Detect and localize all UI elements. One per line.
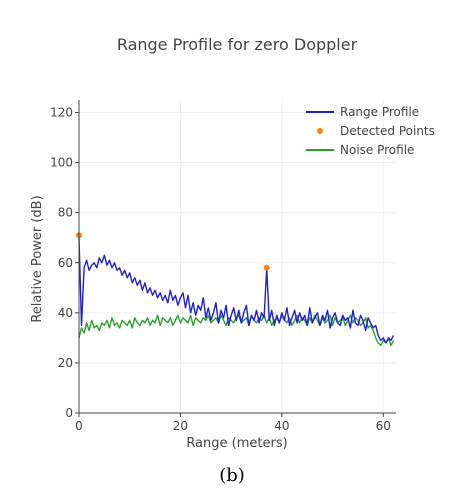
y-tick-label: 80 (58, 206, 73, 220)
legend-label: Noise Profile (340, 143, 414, 157)
y-axis-label: Relative Power (dB) (30, 195, 45, 322)
chart-title: Range Profile for zero Doppler (117, 35, 358, 54)
x-axis-label: Range (meters) (186, 436, 287, 451)
figure-caption: (b) (219, 465, 245, 486)
x-tick-label: 40 (274, 419, 289, 433)
legend-label: Range Profile (340, 105, 419, 119)
axes: 0 20 40 60 0 20 40 60 80 100 120 (50, 100, 396, 433)
range-profile-line (78, 237, 395, 344)
legend: Range Profile Detected Points Noise Profil… (306, 105, 435, 157)
y-tick-label: 100 (50, 156, 73, 170)
legend-label: Detected Points (340, 124, 435, 138)
y-tick-label: 40 (58, 306, 73, 320)
detected-point (263, 264, 270, 271)
x-tick-label: 0 (75, 419, 83, 433)
y-tick-label: 0 (65, 406, 73, 420)
y-tick-label: 60 (58, 256, 73, 270)
y-tick-label: 120 (50, 106, 73, 120)
series-layer (76, 232, 395, 347)
x-tick-label: 20 (173, 419, 188, 433)
y-tick-label: 20 (58, 356, 73, 370)
legend-symbol-detected-points (317, 128, 323, 134)
x-tick-label: 60 (376, 419, 391, 433)
